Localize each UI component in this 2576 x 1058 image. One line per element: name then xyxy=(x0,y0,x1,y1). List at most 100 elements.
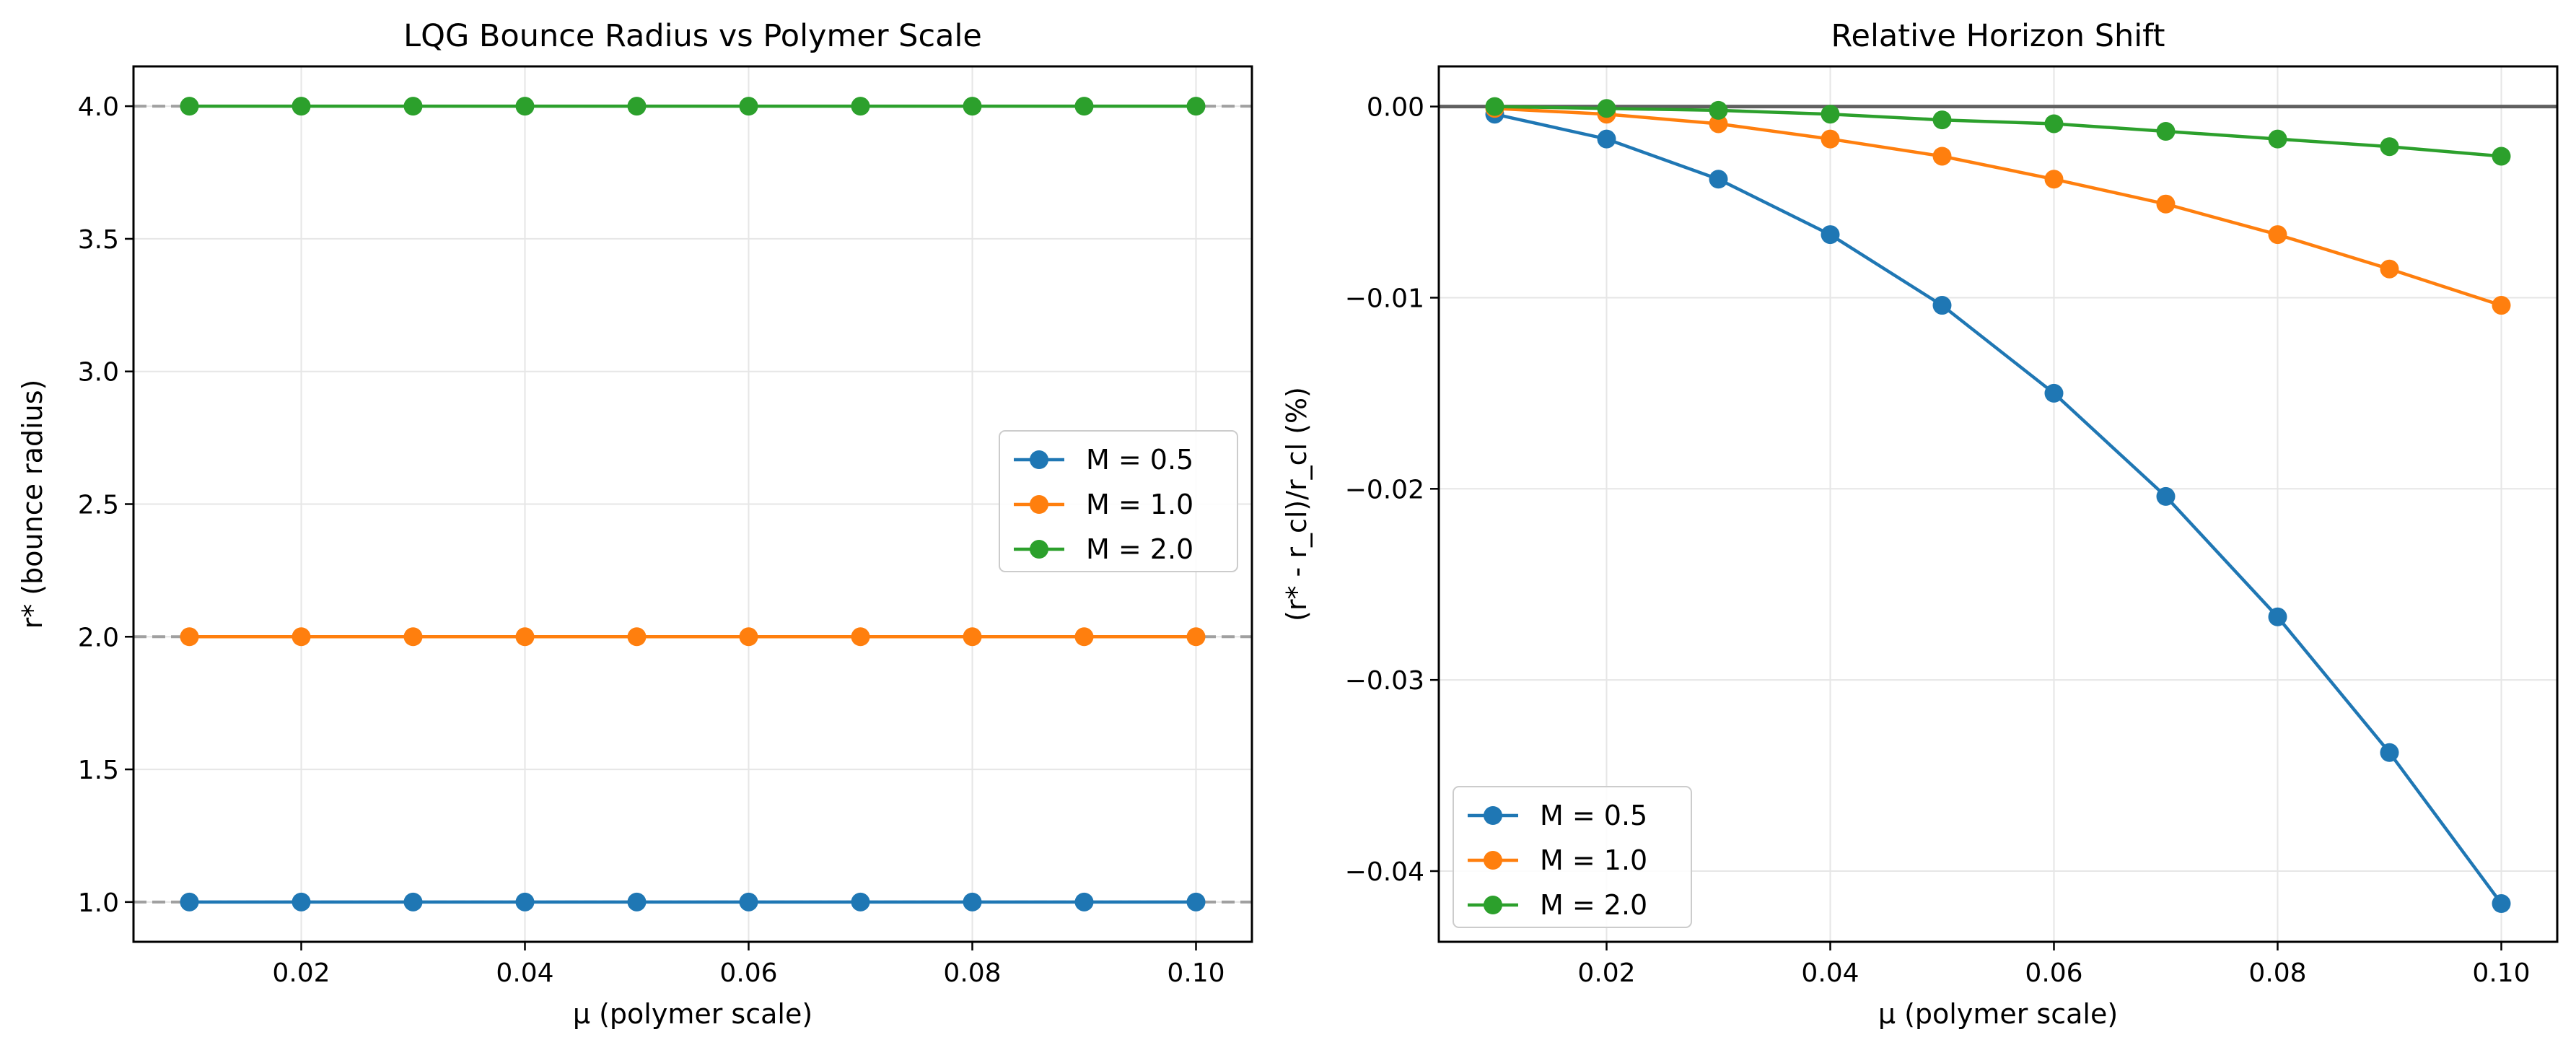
legend-label: M = 2.0 xyxy=(1540,889,1647,921)
data-point xyxy=(739,892,758,911)
data-point xyxy=(851,892,870,911)
y-tick-label: 3.5 xyxy=(78,225,119,255)
left-y-axis-label: r* (bounce radius) xyxy=(17,380,48,629)
data-point xyxy=(627,627,647,647)
data-point xyxy=(1821,105,1840,124)
data-point xyxy=(1186,97,1206,116)
data-point xyxy=(1709,170,1728,189)
legend-label: M = 0.5 xyxy=(1540,800,1647,831)
y-tick-label: −0.02 xyxy=(1345,475,1424,504)
legend-label: M = 1.0 xyxy=(1086,489,1193,520)
left-legend: M = 0.5 M = 1.0 M = 2.0 xyxy=(999,430,1238,572)
y-tick-label: 3.0 xyxy=(78,358,119,388)
right-y-axis-label: (r* - r_cl)/r_cl (%) xyxy=(1281,387,1313,621)
legend-box xyxy=(999,430,1238,572)
data-point xyxy=(1597,129,1616,149)
data-point xyxy=(1485,97,1504,116)
data-point xyxy=(1709,100,1728,120)
data-point xyxy=(292,97,311,116)
data-point xyxy=(2380,137,2399,157)
data-point xyxy=(180,627,199,647)
series-line xyxy=(1494,113,2503,905)
data-point xyxy=(963,892,982,911)
data-point xyxy=(2268,129,2287,149)
y-tick-label: 4.0 xyxy=(78,92,119,122)
legend-label: M = 0.5 xyxy=(1086,444,1193,476)
data-point xyxy=(2492,894,2511,914)
data-point xyxy=(963,627,982,647)
data-point xyxy=(1597,99,1616,118)
data-point xyxy=(180,892,199,911)
data-point xyxy=(851,97,870,116)
data-point xyxy=(627,892,647,911)
data-point xyxy=(403,892,423,911)
data-point xyxy=(2156,486,2176,506)
y-tick-label: −0.04 xyxy=(1345,857,1424,887)
y-tick-label: 0.00 xyxy=(1367,93,1424,123)
data-point xyxy=(963,97,982,116)
legend-swatch-marker xyxy=(1030,540,1048,559)
data-point xyxy=(2268,607,2287,626)
x-tick-label: 0.10 xyxy=(1167,958,1225,988)
data-point xyxy=(2156,194,2176,214)
data-point xyxy=(2044,170,2064,189)
data-point xyxy=(1074,892,1094,911)
data-point xyxy=(1821,129,1840,149)
data-point xyxy=(403,627,423,647)
y-tick-label: 2.5 xyxy=(78,491,119,520)
data-point xyxy=(739,97,758,116)
data-point xyxy=(1074,97,1094,116)
legend-label: M = 1.0 xyxy=(1540,844,1647,876)
data-point xyxy=(1932,110,1952,130)
y-tick-label: −0.01 xyxy=(1345,284,1424,313)
x-tick-label: 0.06 xyxy=(2025,958,2082,988)
x-tick-label: 0.04 xyxy=(1801,958,1859,988)
y-tick-label: −0.03 xyxy=(1345,666,1424,696)
data-point xyxy=(1186,627,1206,647)
chart-left-bounce-radius: 0.02 0.04 0.06 0.08 0.10 1.0 1.5 2.0 2.5 3.0 3.5 4.… xyxy=(17,18,1253,1030)
right-chart-title: Relative Horizon Shift xyxy=(1831,18,2165,54)
data-point xyxy=(2044,383,2064,403)
data-point xyxy=(2380,743,2399,762)
data-point xyxy=(2156,122,2176,141)
data-point xyxy=(1821,225,1840,245)
x-tick-label: 0.10 xyxy=(2472,958,2530,988)
data-point xyxy=(180,97,199,116)
data-point xyxy=(2492,147,2511,166)
data-point xyxy=(515,97,535,116)
right-legend: M = 0.5 M = 1.0 M = 2.0 xyxy=(1453,786,1692,928)
x-tick-label: 0.04 xyxy=(496,958,553,988)
y-tick-label: 2.0 xyxy=(78,623,119,652)
left-x-axis-label: μ (polymer scale) xyxy=(573,998,812,1030)
data-point xyxy=(1932,147,1952,166)
data-point xyxy=(1186,892,1206,911)
data-point xyxy=(739,627,758,647)
data-point xyxy=(1074,627,1094,647)
x-tick-label: 0.02 xyxy=(1577,958,1635,988)
data-point xyxy=(403,97,423,116)
data-point xyxy=(2492,296,2511,315)
legend-swatch-marker xyxy=(1484,896,1502,914)
data-point xyxy=(292,892,311,911)
series-line xyxy=(1494,105,2502,158)
legend-swatch-marker xyxy=(1030,450,1048,469)
data-point xyxy=(2044,114,2064,134)
axes-frame xyxy=(1437,65,2559,943)
right-x-axis-label: μ (polymer scale) xyxy=(1878,998,2118,1030)
x-tick-label: 0.02 xyxy=(272,958,330,988)
data-point xyxy=(2268,225,2287,245)
left-chart-title: LQG Bounce Radius vs Polymer Scale xyxy=(403,18,982,54)
data-point xyxy=(515,892,535,911)
x-tick-label: 0.08 xyxy=(2248,958,2306,988)
chart-right-horizon-shift: 0.02 0.04 0.06 0.08 0.10 0.00 −0.01 −0.02 −0.03 −… xyxy=(1281,18,2559,1030)
y-tick-label: 1.0 xyxy=(78,888,119,918)
data-point xyxy=(292,627,311,647)
legend-swatch-marker xyxy=(1484,851,1502,870)
data-point xyxy=(1709,114,1728,134)
x-tick-label: 0.06 xyxy=(719,958,777,988)
legend-box xyxy=(1453,786,1692,928)
legend-swatch-marker xyxy=(1030,495,1048,514)
data-point xyxy=(515,627,535,647)
y-tick-label: 1.5 xyxy=(78,756,119,785)
